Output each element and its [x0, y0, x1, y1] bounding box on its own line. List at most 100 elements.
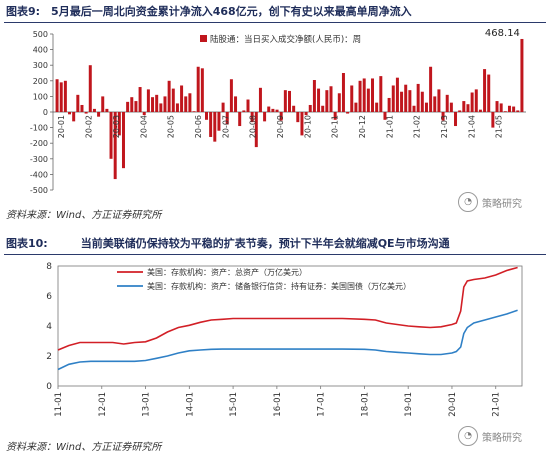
figure10-title-rule — [4, 254, 546, 255]
figure9-source: 资料来源：Wind、方正证券研究所 — [6, 210, 162, 221]
x-tick-label: 14-01 — [185, 392, 195, 417]
bar — [337, 93, 341, 112]
bar — [375, 102, 379, 112]
x-tick-label: 20-07 — [221, 115, 230, 138]
weekly-northbound-bar-chart: -500 -400 -300 -200 -100 0 100 200 300 400 500 468.… — [30, 28, 526, 195]
bar — [146, 89, 150, 112]
x-tick-label: 20-05 — [167, 115, 176, 138]
bar — [234, 96, 238, 112]
bar — [258, 87, 262, 112]
x-tick-label: 16-01 — [273, 392, 283, 417]
bar — [92, 108, 96, 112]
x-tick-label: 20-03 — [112, 115, 121, 138]
bar — [88, 65, 92, 112]
bar — [445, 94, 449, 112]
bar — [275, 109, 279, 112]
bar — [429, 66, 433, 112]
bar — [354, 102, 358, 112]
bar — [366, 88, 370, 112]
bar — [238, 112, 242, 127]
bar — [416, 83, 420, 112]
bar — [155, 94, 159, 112]
bar — [292, 105, 296, 112]
bar — [495, 101, 499, 112]
figure9-watermark: ◔ 策略研究 — [458, 192, 522, 212]
bar — [263, 112, 267, 122]
bar — [117, 112, 121, 136]
bar — [188, 93, 192, 112]
peak-value-label: 468.14 — [485, 28, 520, 39]
bar — [312, 80, 316, 112]
bar — [474, 89, 478, 112]
bar — [279, 112, 283, 121]
bar — [437, 89, 441, 112]
bar — [192, 111, 196, 112]
x-tick-label: 20-06 — [194, 115, 203, 138]
bar — [341, 73, 345, 112]
legend-label-1: 美国：存款机构：资产：总资产（万亿美元） — [147, 267, 307, 277]
bar — [441, 112, 445, 121]
bar — [383, 112, 387, 120]
bar — [138, 87, 142, 112]
x-tick-label: 15-01 — [229, 392, 239, 417]
x-tick-label: 20-11 — [331, 115, 340, 138]
bar — [308, 104, 312, 112]
bar — [225, 112, 229, 125]
x-tick-label: 11-01 — [54, 392, 64, 417]
x-tick-label: 12-01 — [98, 392, 108, 417]
bar — [250, 112, 254, 123]
bar — [254, 112, 258, 148]
bar — [420, 91, 424, 112]
bar — [101, 96, 105, 112]
x-tick-label: 19-01 — [404, 392, 414, 417]
bar — [167, 80, 171, 112]
bar — [130, 97, 134, 112]
bar — [358, 80, 362, 112]
wechat-logo-icon: ◔ — [458, 192, 478, 212]
figure9-title-rule — [4, 22, 546, 23]
bar — [499, 103, 503, 112]
x-tick-label: 17-01 — [317, 392, 327, 417]
bar — [458, 110, 462, 112]
y-tick-label: 2 — [46, 352, 52, 362]
bar — [379, 76, 383, 112]
bar — [134, 101, 138, 112]
x-tick-label: 20-01 — [57, 115, 66, 138]
bar — [478, 109, 482, 112]
bar — [333, 112, 337, 120]
bar — [516, 110, 520, 112]
bar — [433, 96, 437, 112]
bar — [304, 112, 308, 116]
bar — [454, 112, 458, 127]
plot-frame — [57, 265, 523, 387]
y-tick-label: 0 — [43, 108, 48, 117]
x-tick-label: 21-01 — [492, 392, 502, 417]
bar — [84, 112, 88, 114]
y-tick-label: -200 — [30, 139, 48, 148]
bar — [507, 105, 511, 112]
bar — [55, 79, 59, 112]
bar — [296, 112, 300, 123]
bar — [391, 85, 395, 112]
bar — [196, 66, 200, 112]
bar — [171, 88, 175, 112]
x-tick-label: 21-03 — [440, 115, 449, 138]
bar — [209, 112, 213, 137]
bar — [246, 99, 250, 112]
bar — [520, 38, 524, 112]
y-tick-label: 8 — [46, 262, 52, 272]
x-tick-label: 20-09 — [276, 115, 285, 138]
bar — [63, 80, 67, 112]
bar — [151, 97, 155, 112]
x-tick-label: 21-04 — [467, 115, 476, 138]
x-tick-label: 20-02 — [85, 115, 94, 138]
bar — [105, 108, 109, 112]
series-line-1 — [57, 266, 518, 351]
bar — [424, 102, 428, 112]
x-tick-label: 21-01 — [385, 115, 394, 138]
bar — [72, 112, 76, 122]
figure10-title: 图表10: 当前美联储仍保持较为平稳的扩表节奏，预计下半年会就缩减QE与市场沟通 — [6, 237, 450, 250]
bar — [470, 92, 474, 112]
figure10-watermark: ◔ 策略研究 — [458, 426, 522, 446]
bar — [350, 85, 354, 112]
